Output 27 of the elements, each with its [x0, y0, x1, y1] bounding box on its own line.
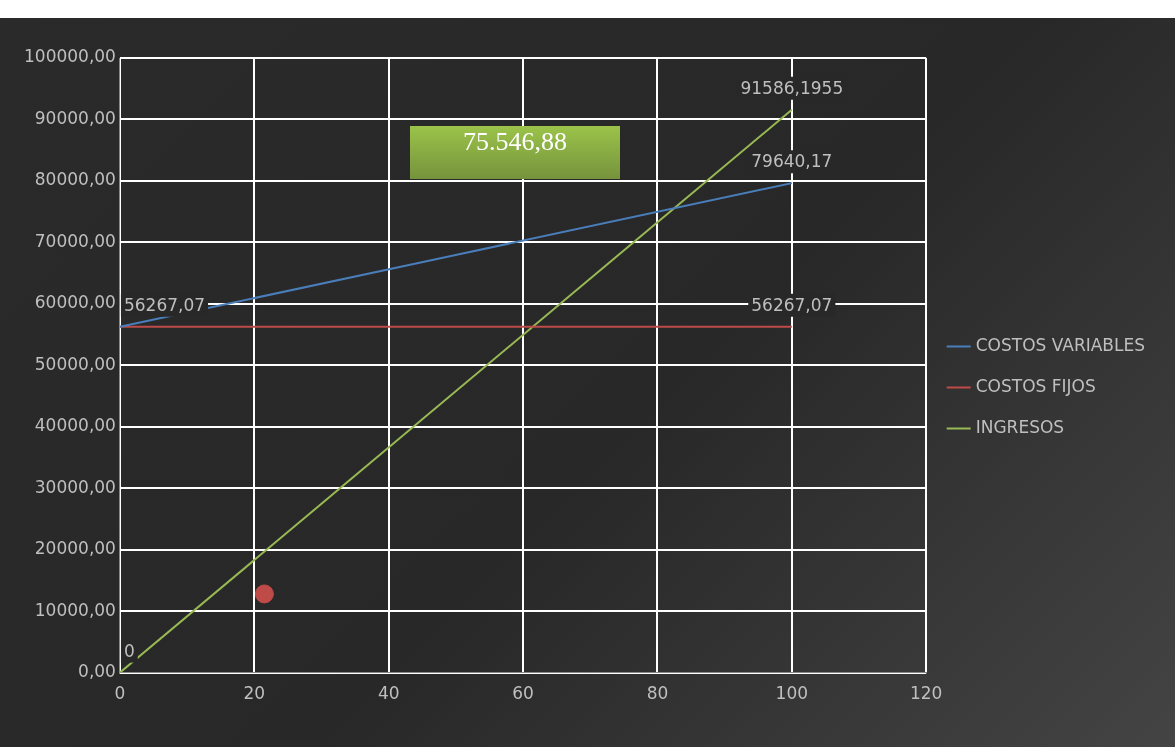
- y-tick-label: 100000,00: [23, 46, 116, 67]
- data-label: 0: [123, 640, 135, 661]
- y-tick-label: 10000,00: [34, 599, 116, 620]
- x-tick-label: 100: [775, 683, 809, 704]
- y-tick-label: 0,00: [78, 661, 116, 682]
- y-tick-label: 30000,00: [34, 476, 116, 497]
- data-label: 56267,07: [751, 294, 833, 315]
- x-tick-label: 80: [646, 683, 669, 704]
- y-tick-label: 40000,00: [34, 415, 116, 436]
- y-tick-label: 90000,00: [34, 107, 116, 128]
- legend-label: INGRESOS: [975, 416, 1065, 437]
- x-tick-label: 40: [377, 683, 400, 704]
- x-tick-label: 60: [512, 683, 534, 704]
- y-tick-label: 60000,00: [34, 292, 116, 313]
- data-label: 79640,17: [751, 151, 833, 172]
- y-tick-label: 70000,00: [34, 230, 116, 251]
- data-label: 91586,1955: [740, 77, 844, 98]
- x-tick-label: 120: [909, 683, 943, 704]
- x-tick-label: 0: [114, 683, 126, 704]
- legend-label: COSTOS VARIABLES: [975, 334, 1145, 355]
- annotation: 75.546,88: [462, 126, 568, 158]
- x-tick-label: 20: [243, 683, 266, 704]
- data-label: 56267,07: [123, 294, 206, 315]
- y-tick-label: 20000,00: [34, 538, 116, 559]
- y-tick-label: 50000,00: [34, 353, 116, 374]
- legend-label: COSTOS FIJOS: [975, 375, 1096, 396]
- y-tick-label: 80000,00: [34, 169, 116, 190]
